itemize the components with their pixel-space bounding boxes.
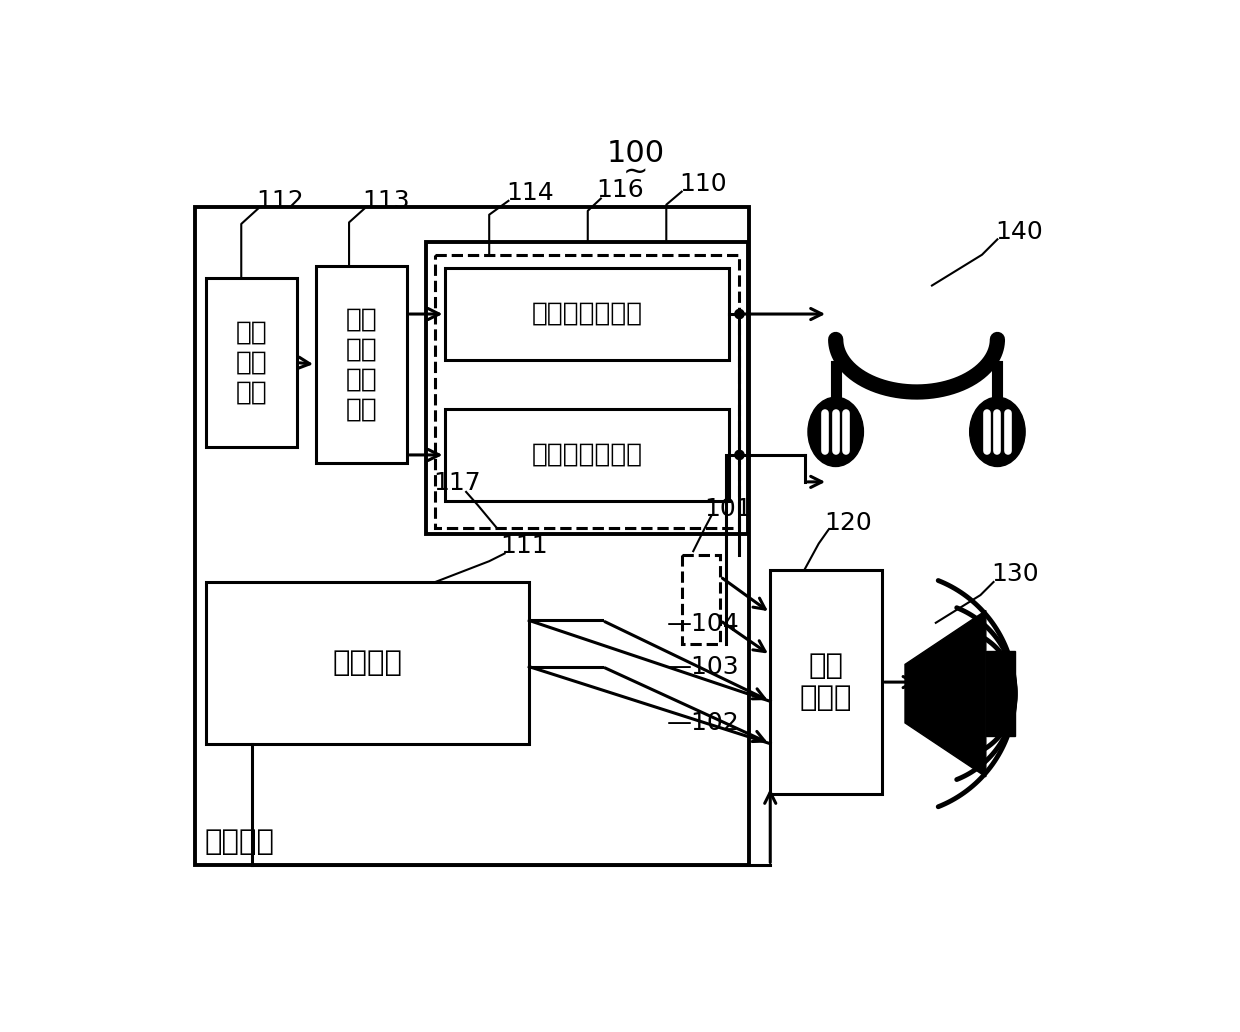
Bar: [316, 266, 407, 462]
Text: —102: —102: [666, 711, 739, 735]
Text: 音频
解码
单元: 音频 解码 单元: [236, 320, 267, 406]
Bar: [435, 255, 739, 528]
Text: 114: 114: [506, 182, 554, 205]
Text: 100: 100: [606, 138, 665, 167]
Bar: [195, 207, 749, 866]
Text: 功率
放大器: 功率 放大器: [800, 652, 852, 712]
Text: 控制单元: 控制单元: [332, 649, 403, 677]
Text: 111: 111: [500, 534, 548, 558]
Bar: [206, 278, 296, 447]
Text: 117: 117: [433, 472, 481, 495]
Text: 基带芯片: 基带芯片: [205, 828, 274, 857]
Polygon shape: [905, 611, 986, 777]
Bar: [682, 555, 720, 644]
Text: 101: 101: [704, 496, 751, 521]
Text: 113: 113: [362, 189, 410, 213]
Circle shape: [735, 450, 744, 459]
Text: 140: 140: [994, 220, 1043, 244]
Text: 110: 110: [680, 172, 727, 196]
Text: 112: 112: [255, 189, 304, 213]
Text: —103: —103: [666, 654, 739, 679]
Bar: [445, 409, 729, 502]
Bar: [427, 241, 748, 535]
Text: 130: 130: [991, 562, 1039, 586]
Text: —104: —104: [666, 612, 739, 637]
Ellipse shape: [970, 397, 1025, 466]
Text: 第二数模转换器: 第二数模转换器: [532, 442, 642, 467]
Text: 音频
信号
处理
单元: 音频 信号 处理 单元: [346, 307, 377, 422]
Polygon shape: [986, 651, 1016, 736]
Text: ~: ~: [622, 158, 649, 187]
Text: 120: 120: [825, 511, 872, 535]
Text: 116: 116: [596, 179, 644, 202]
Bar: [770, 571, 882, 794]
Bar: [206, 582, 529, 744]
Ellipse shape: [808, 397, 863, 466]
Circle shape: [735, 310, 744, 319]
Text: 第一数模转换器: 第一数模转换器: [532, 301, 642, 327]
Bar: [445, 268, 729, 360]
